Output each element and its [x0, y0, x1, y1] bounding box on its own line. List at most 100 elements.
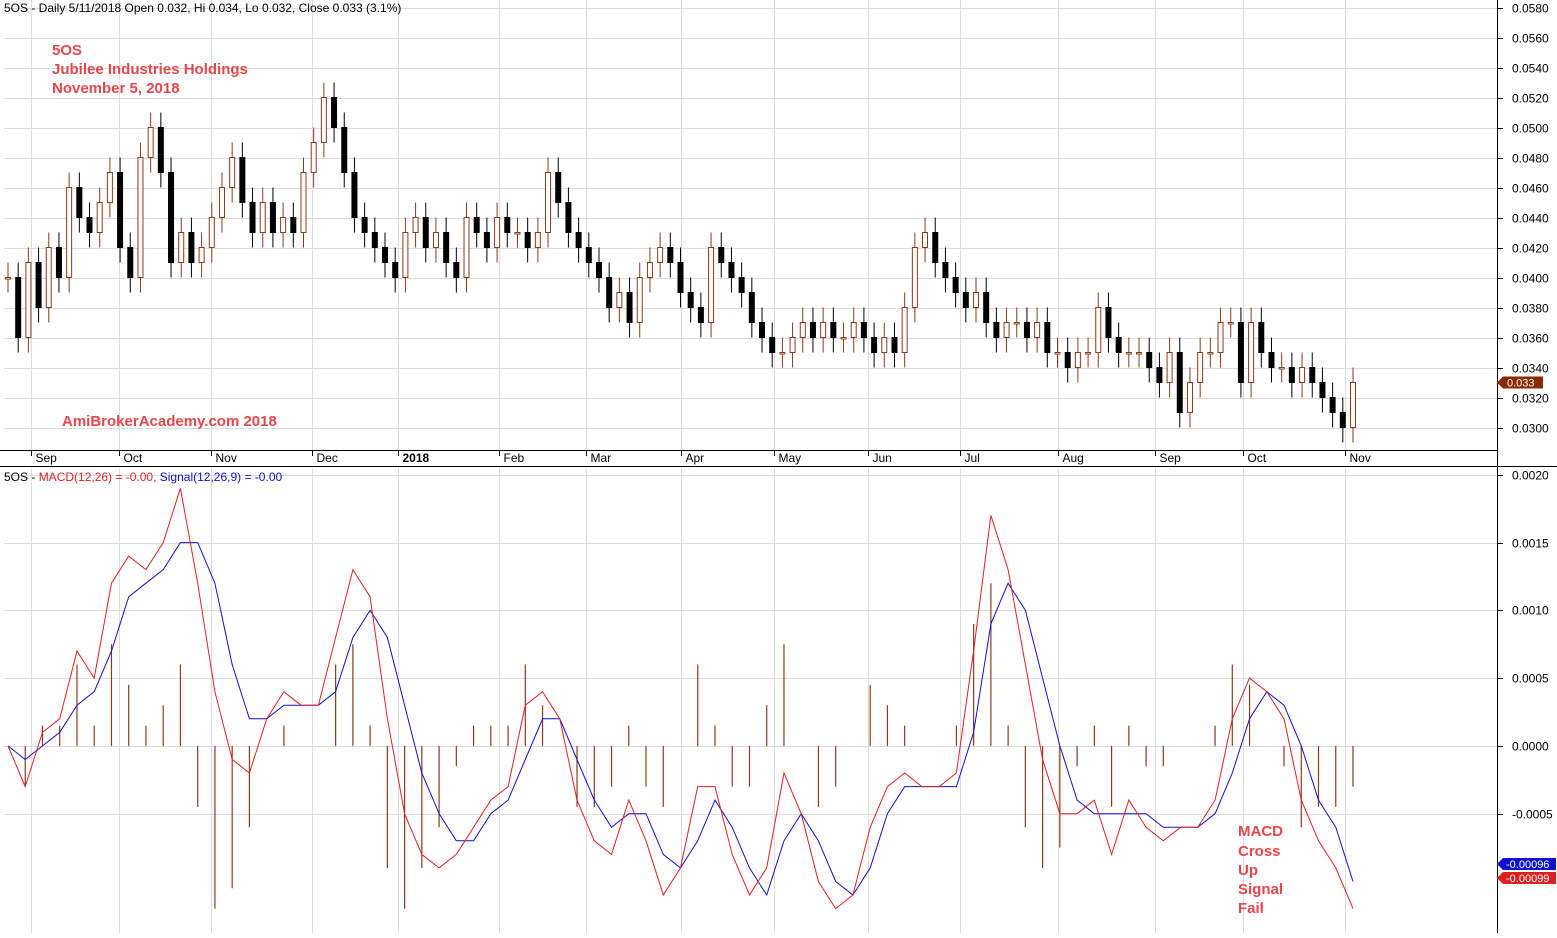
candle-body [1227, 322, 1234, 325]
candle-body [524, 232, 531, 248]
macd-lines-layer [7, 488, 1354, 910]
price-ytick-label: 0.0380 [1512, 302, 1549, 316]
candle-body [483, 232, 490, 248]
candle-body [697, 307, 704, 323]
macd-histogram-layer [24, 583, 1354, 909]
candle-body [1237, 322, 1244, 383]
candle-body [402, 232, 409, 278]
candles-layer [5, 82, 1356, 443]
candle-body [45, 247, 52, 308]
candle-body [891, 337, 898, 353]
candle-body [942, 262, 949, 278]
candle-body [595, 262, 602, 278]
macd-ytick-label: 0.0005 [1512, 672, 1549, 686]
candle-body [239, 157, 246, 203]
candle-body [1013, 322, 1020, 325]
month-label: Jul [965, 451, 980, 465]
candle-body [412, 217, 419, 233]
candle-body [137, 157, 144, 278]
candle-body [1207, 352, 1214, 355]
candle-body [840, 337, 847, 340]
candle-body [1299, 367, 1306, 383]
candle-body [616, 292, 623, 308]
month-label: Nov [1350, 451, 1371, 465]
candle-body [1186, 382, 1193, 413]
candle-body [5, 277, 11, 280]
macd-header-signal: Signal(12,26,9) = -0.00 [160, 470, 283, 484]
candle-body [922, 232, 929, 248]
price-ytick-label: 0.0440 [1512, 212, 1549, 226]
candle-body [290, 217, 297, 233]
signal-value-tag: -0.00096 [1497, 858, 1556, 871]
candle-body [473, 217, 480, 233]
candle-body [1176, 352, 1183, 413]
candle-body [738, 277, 745, 293]
month-label: Oct [1248, 451, 1267, 465]
candle-body [871, 337, 878, 353]
candle-body [422, 217, 429, 248]
candle-body [157, 127, 164, 173]
price-panel-header: 5OS - Daily 5/11/2018 Open 0.032, Hi 0.0… [4, 1, 401, 15]
candle-body [667, 247, 674, 263]
candle-body [983, 292, 990, 323]
candle-body [962, 292, 969, 308]
month-label: Mar [591, 451, 612, 465]
candle-body [249, 202, 256, 233]
candle-body [320, 97, 327, 143]
candle-body [677, 262, 684, 293]
candle-body [117, 172, 124, 248]
candle-body [1309, 367, 1316, 383]
macd-note-line-5: Fail [1238, 900, 1264, 917]
candle-body [657, 247, 664, 263]
watermark: AmiBrokerAcademy.com 2018 [62, 413, 277, 430]
candle-body [66, 187, 73, 278]
candle-body [1095, 307, 1102, 353]
annotation-date: November 5, 2018 [52, 80, 180, 97]
candle-body [96, 202, 103, 233]
candle-body [1003, 322, 1010, 338]
month-label: Sep [36, 451, 58, 465]
candle-body [1319, 382, 1326, 398]
candle-body [789, 337, 796, 353]
candle-body [708, 247, 715, 323]
candle-body [1105, 307, 1112, 338]
candle-body [759, 322, 766, 338]
candle-body [972, 292, 979, 308]
candle-body [830, 322, 837, 338]
candle-body [1034, 322, 1041, 338]
candle-body [1350, 382, 1356, 428]
candle-body [911, 247, 918, 308]
price-ytick-label: 0.0520 [1512, 92, 1549, 106]
candle-body [1339, 412, 1346, 428]
last-price-tag: 0.033 [1497, 376, 1543, 390]
macd-note-line-2: Cross [1238, 843, 1281, 860]
candle-body [585, 247, 592, 263]
candle-body [86, 217, 93, 233]
month-label: 2018 [403, 451, 430, 465]
candle-body [463, 217, 470, 278]
month-label: Dec [317, 451, 338, 465]
macd-header-prefix: 5OS - [4, 470, 39, 484]
candle-body [636, 277, 643, 323]
candle-body [993, 322, 1000, 338]
candle-body [1115, 337, 1122, 353]
macd-note-line-4: Signal [1238, 881, 1283, 898]
price-ytick-label: 0.0560 [1512, 32, 1549, 46]
candle-body [860, 322, 867, 338]
price-ytick-label: 0.0540 [1512, 62, 1549, 76]
candle-body [646, 262, 653, 278]
candle-body [1166, 352, 1173, 383]
price-ytick-label: 0.0460 [1512, 182, 1549, 196]
candle-body [280, 217, 287, 233]
annotation-ticker: 5OS [52, 42, 82, 59]
candle-body [779, 352, 786, 355]
candle-body [1329, 397, 1336, 413]
candle-body [606, 277, 613, 308]
candle-body [35, 262, 42, 308]
candle-body [178, 232, 185, 263]
month-label: Aug [1063, 451, 1084, 465]
candle-body [1197, 352, 1204, 383]
price-ytick-label: 0.0420 [1512, 242, 1549, 256]
